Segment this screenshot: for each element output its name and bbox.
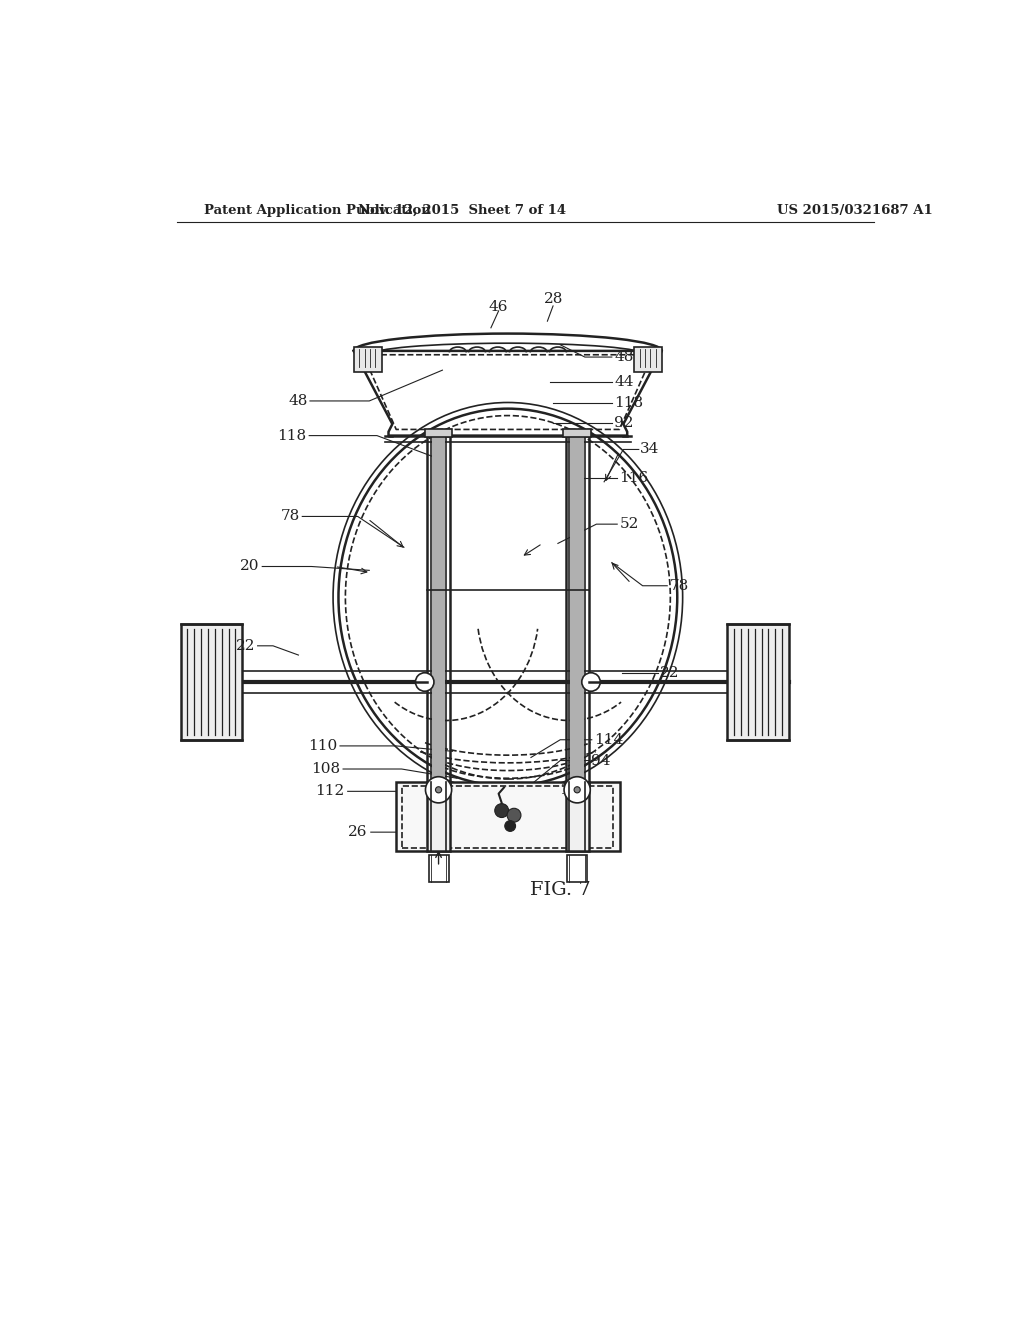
Text: 44: 44 [614,375,634,388]
Bar [565,781,589,851]
Circle shape [574,787,581,793]
Text: FIG. 7: FIG. 7 [529,880,591,899]
Text: Nov. 12, 2015  Sheet 7 of 14: Nov. 12, 2015 Sheet 7 of 14 [357,205,565,218]
Text: 118: 118 [278,429,306,442]
Bar [432,436,445,789]
Text: 112: 112 [315,784,345,799]
Bar [563,429,591,437]
Text: Patent Application Publication: Patent Application Publication [204,205,430,218]
Bar [402,785,613,847]
Bar [570,436,584,789]
Text: 94: 94 [591,754,610,767]
Circle shape [495,804,509,817]
Text: 28: 28 [545,292,564,306]
Circle shape [435,787,441,793]
Bar [567,855,587,882]
Bar [425,429,453,437]
Text: 78: 78 [281,510,300,524]
Circle shape [425,776,452,803]
Bar [354,347,382,372]
Text: 114: 114 [594,733,624,747]
Text: 118: 118 [614,396,643,411]
Text: 34: 34 [640,442,659,457]
Text: 108: 108 [311,762,340,776]
Text: 22: 22 [236,639,255,653]
Text: 22: 22 [660,665,680,680]
Bar [180,624,243,739]
Text: 48: 48 [289,393,307,408]
Text: 16: 16 [559,783,579,797]
Bar [429,855,449,882]
Text: 52: 52 [620,517,639,531]
Bar [427,781,451,851]
Text: US 2015/0321687 A1: US 2015/0321687 A1 [777,205,933,218]
Circle shape [416,673,434,692]
Text: 48: 48 [614,350,634,364]
Text: 92: 92 [614,416,634,429]
Text: 46: 46 [488,300,508,314]
Circle shape [564,776,590,803]
Text: 110: 110 [307,739,337,752]
Text: 20: 20 [241,560,260,573]
Circle shape [505,821,515,832]
Bar [396,781,620,851]
Text: 78: 78 [670,578,689,593]
Bar [634,347,662,372]
Text: 116: 116 [620,471,649,484]
Circle shape [582,673,600,692]
Text: 26: 26 [348,825,368,840]
Circle shape [507,808,521,822]
Bar [727,624,788,739]
